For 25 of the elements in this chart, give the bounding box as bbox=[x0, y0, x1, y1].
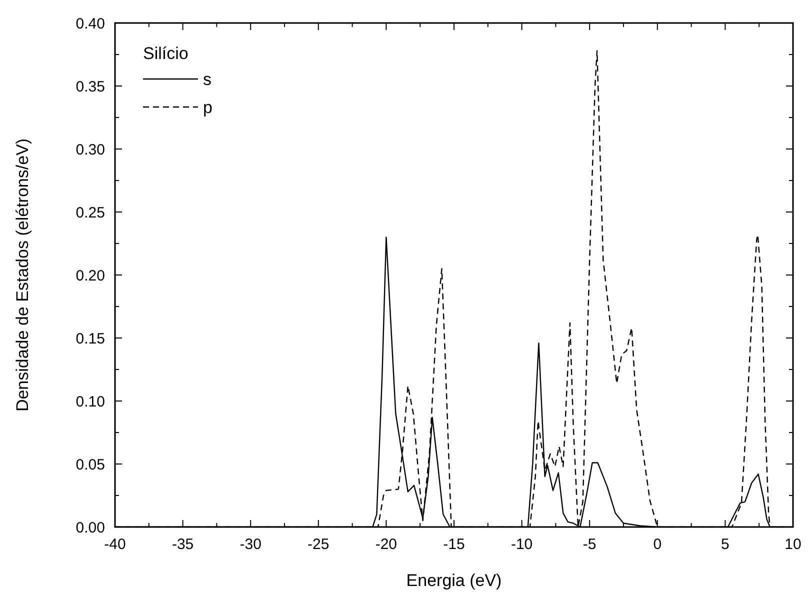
x-tick-label: -15 bbox=[443, 536, 465, 553]
y-tick-label: 0.15 bbox=[76, 330, 105, 348]
y-tick-label: 0.10 bbox=[76, 393, 105, 410]
y-tick-label: 0.05 bbox=[76, 456, 105, 474]
x-tick-label: -20 bbox=[375, 536, 398, 553]
y-tick-label: 0.20 bbox=[76, 267, 105, 284]
legend-title: Silício bbox=[143, 44, 188, 63]
y-tick-label: 0.30 bbox=[76, 141, 105, 158]
legend-label: s bbox=[203, 70, 212, 89]
x-tick-label: -25 bbox=[308, 536, 330, 553]
x-tick-label: -30 bbox=[240, 536, 262, 553]
x-tick-label: 0 bbox=[653, 536, 662, 553]
legend-label: p bbox=[203, 98, 212, 117]
y-tick-label: 0.25 bbox=[76, 204, 105, 222]
x-tick-label: -10 bbox=[510, 536, 533, 553]
x-axis-title: Energia (eV) bbox=[406, 571, 502, 590]
y-tick-label: 0.35 bbox=[76, 78, 105, 96]
x-tick-label: 5 bbox=[721, 536, 730, 553]
x-tick-label: -5 bbox=[582, 536, 596, 553]
y-tick-label: 0.00 bbox=[76, 519, 105, 536]
y-axis-title: Densidade de Estados (elétrons/eV) bbox=[13, 138, 32, 412]
y-tick-label: 0.40 bbox=[76, 15, 105, 32]
x-tick-label: -40 bbox=[104, 536, 126, 553]
x-tick-label: 10 bbox=[784, 536, 802, 553]
x-tick-label: -35 bbox=[172, 536, 194, 553]
